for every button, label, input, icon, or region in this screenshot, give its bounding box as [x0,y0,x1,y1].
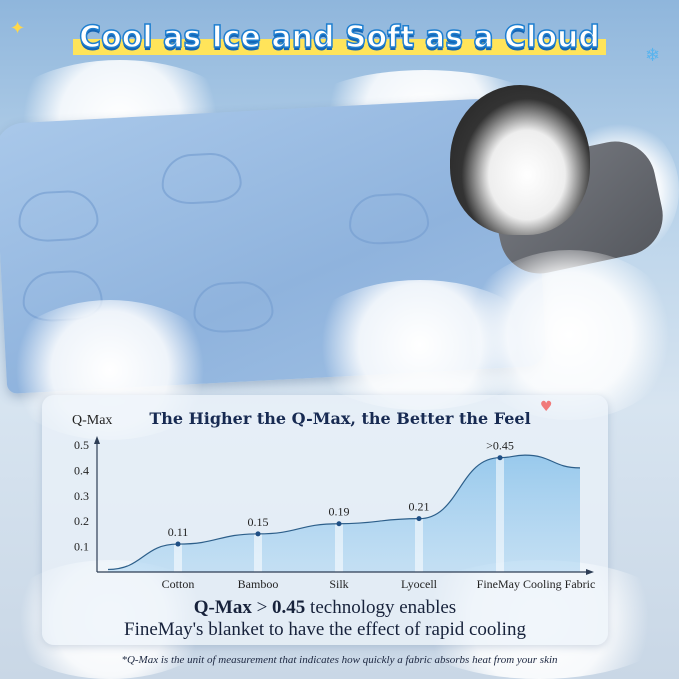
snowflake-icon: ❄ [645,45,661,66]
y-tick-label: 0.2 [74,514,89,528]
summary-bold-value: 0.45 [272,597,306,618]
area-fill [108,455,580,572]
x-tick-label: Lyocell [401,577,438,591]
x-tick-label: Bamboo [238,577,279,591]
y-tick-label: 0.1 [74,540,89,554]
y-tick-label: 0.3 [74,489,89,503]
dog-image [450,85,590,235]
value-bar-3 [415,518,423,572]
data-label: 0.21 [409,500,430,514]
data-point [497,455,503,461]
chart-title: The Higher the Q-Max, the Better the Fee… [149,409,530,428]
data-label: >0.45 [486,439,514,453]
y-tick-label: 0.4 [74,463,89,477]
data-point [175,541,181,547]
headline: Cool as Ice and Soft as a Cloud [73,19,606,56]
summary-text: Q-Max > 0.45 technology enables FineMay'… [42,597,608,641]
data-label: 0.15 [248,515,269,529]
x-axis-arrow [586,569,594,575]
value-bar-4 [496,457,504,572]
value-bar-2 [335,523,343,572]
series-line [107,454,581,571]
cloud [460,250,679,420]
x-tick-label: Cotton [162,577,195,591]
x-tick-label: Silk [329,577,348,591]
footnote: *Q-Max is the unit of measurement that i… [121,654,558,666]
data-label: 0.19 [329,505,350,519]
data-point [255,531,261,537]
y-axis-label: Q-Max [72,413,112,428]
x-tick-label: FineMay Cooling Fabric [477,577,596,591]
value-bar-0 [174,544,182,572]
summary-gt: > [251,597,273,618]
data-point [336,521,342,527]
heart-icon: ♥ [540,399,553,415]
summary-rest: technology enables [305,597,457,618]
y-tick-label: 0.5 [74,438,89,452]
sparkle-icon: ✦ [10,18,26,39]
summary-bold-qmax: Q-Max [193,597,252,618]
summary-line2: FineMay's blanket to have the effect of … [124,619,526,640]
data-label: 0.11 [168,525,189,539]
value-bar-1 [254,533,262,572]
y-axis-arrow [94,436,100,444]
data-point [416,516,422,522]
